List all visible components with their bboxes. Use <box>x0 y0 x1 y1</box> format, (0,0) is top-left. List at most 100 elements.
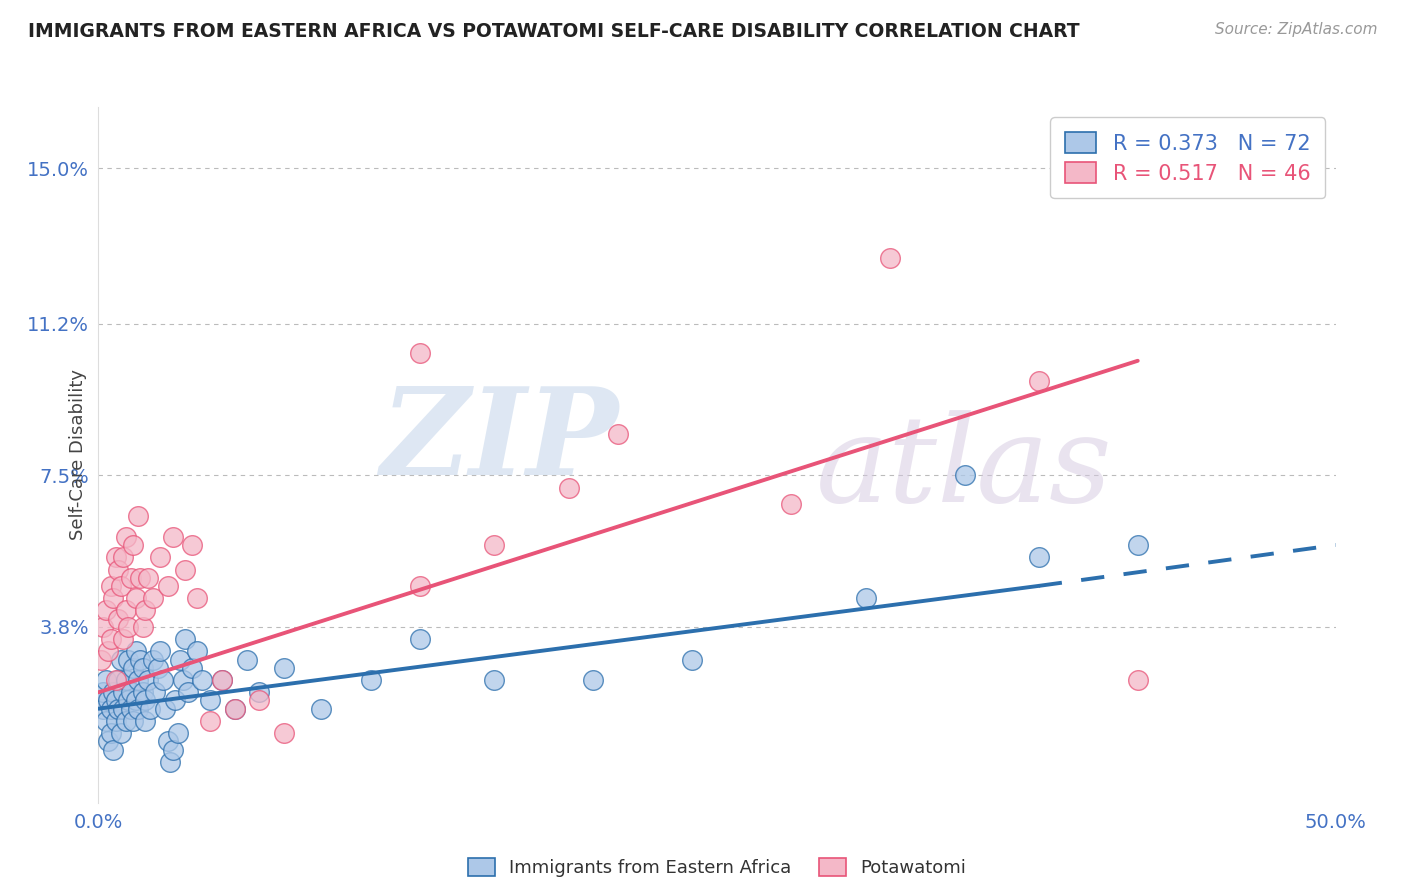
Point <box>134 693 156 707</box>
Point <box>127 701 149 715</box>
Point <box>104 673 127 687</box>
Point <box>112 701 135 715</box>
Point <box>117 620 139 634</box>
Point <box>120 701 142 715</box>
Point <box>103 742 125 756</box>
Point <box>94 673 117 687</box>
Point <box>582 673 605 687</box>
Point <box>159 755 181 769</box>
Point <box>211 673 233 687</box>
Point <box>117 652 139 666</box>
Point <box>110 652 132 666</box>
Point <box>409 579 432 593</box>
Point <box>360 673 382 687</box>
Point <box>176 685 198 699</box>
Point <box>103 685 125 699</box>
Point <box>143 685 166 699</box>
Text: atlas: atlas <box>815 410 1112 527</box>
Point <box>93 620 115 634</box>
Point <box>129 571 152 585</box>
Point <box>90 693 112 707</box>
Point <box>156 579 179 593</box>
Point <box>114 673 136 687</box>
Point <box>134 603 156 617</box>
Point <box>142 591 165 606</box>
Point <box>100 579 122 593</box>
Point <box>107 673 129 687</box>
Point <box>93 701 115 715</box>
Point <box>100 726 122 740</box>
Point <box>484 673 506 687</box>
Point <box>198 714 221 728</box>
Point <box>156 734 179 748</box>
Point <box>100 701 122 715</box>
Point <box>129 652 152 666</box>
Point <box>139 701 162 715</box>
Point <box>224 701 246 715</box>
Point <box>124 591 146 606</box>
Point <box>236 652 259 666</box>
Point <box>97 693 120 707</box>
Point <box>174 632 197 646</box>
Point <box>112 685 135 699</box>
Point <box>146 661 169 675</box>
Point <box>607 427 630 442</box>
Point <box>191 673 214 687</box>
Point <box>780 497 803 511</box>
Point <box>409 632 432 646</box>
Text: ZIP: ZIP <box>380 382 619 500</box>
Point <box>127 509 149 524</box>
Point <box>169 652 191 666</box>
Point <box>114 603 136 617</box>
Point <box>134 714 156 728</box>
Point <box>114 714 136 728</box>
Point <box>136 571 159 585</box>
Point <box>93 685 115 699</box>
Point <box>172 673 194 687</box>
Point <box>1126 538 1149 552</box>
Point <box>181 538 204 552</box>
Point <box>122 538 145 552</box>
Point <box>247 693 270 707</box>
Point <box>557 481 579 495</box>
Point <box>122 661 145 675</box>
Point <box>112 632 135 646</box>
Point <box>103 591 125 606</box>
Point <box>273 661 295 675</box>
Point <box>132 685 155 699</box>
Point <box>124 644 146 658</box>
Point <box>1028 550 1050 565</box>
Point <box>162 530 184 544</box>
Point <box>211 673 233 687</box>
Point <box>879 252 901 266</box>
Point <box>122 714 145 728</box>
Point <box>117 693 139 707</box>
Point <box>186 591 208 606</box>
Point <box>104 550 127 565</box>
Point <box>152 673 174 687</box>
Point <box>181 661 204 675</box>
Point <box>174 562 197 576</box>
Point <box>120 685 142 699</box>
Point <box>273 726 295 740</box>
Point <box>132 661 155 675</box>
Point <box>855 591 877 606</box>
Legend: Immigrants from Eastern Africa, Potawatomi: Immigrants from Eastern Africa, Potawato… <box>461 850 973 884</box>
Point <box>409 345 432 359</box>
Point <box>247 685 270 699</box>
Point <box>104 714 127 728</box>
Point <box>90 652 112 666</box>
Point <box>97 644 120 658</box>
Point <box>1126 673 1149 687</box>
Point <box>155 701 177 715</box>
Point <box>107 701 129 715</box>
Point <box>166 726 188 740</box>
Point <box>100 632 122 646</box>
Point <box>110 579 132 593</box>
Point <box>484 538 506 552</box>
Point <box>124 693 146 707</box>
Point <box>1028 374 1050 388</box>
Point <box>198 693 221 707</box>
Point <box>114 530 136 544</box>
Point <box>142 652 165 666</box>
